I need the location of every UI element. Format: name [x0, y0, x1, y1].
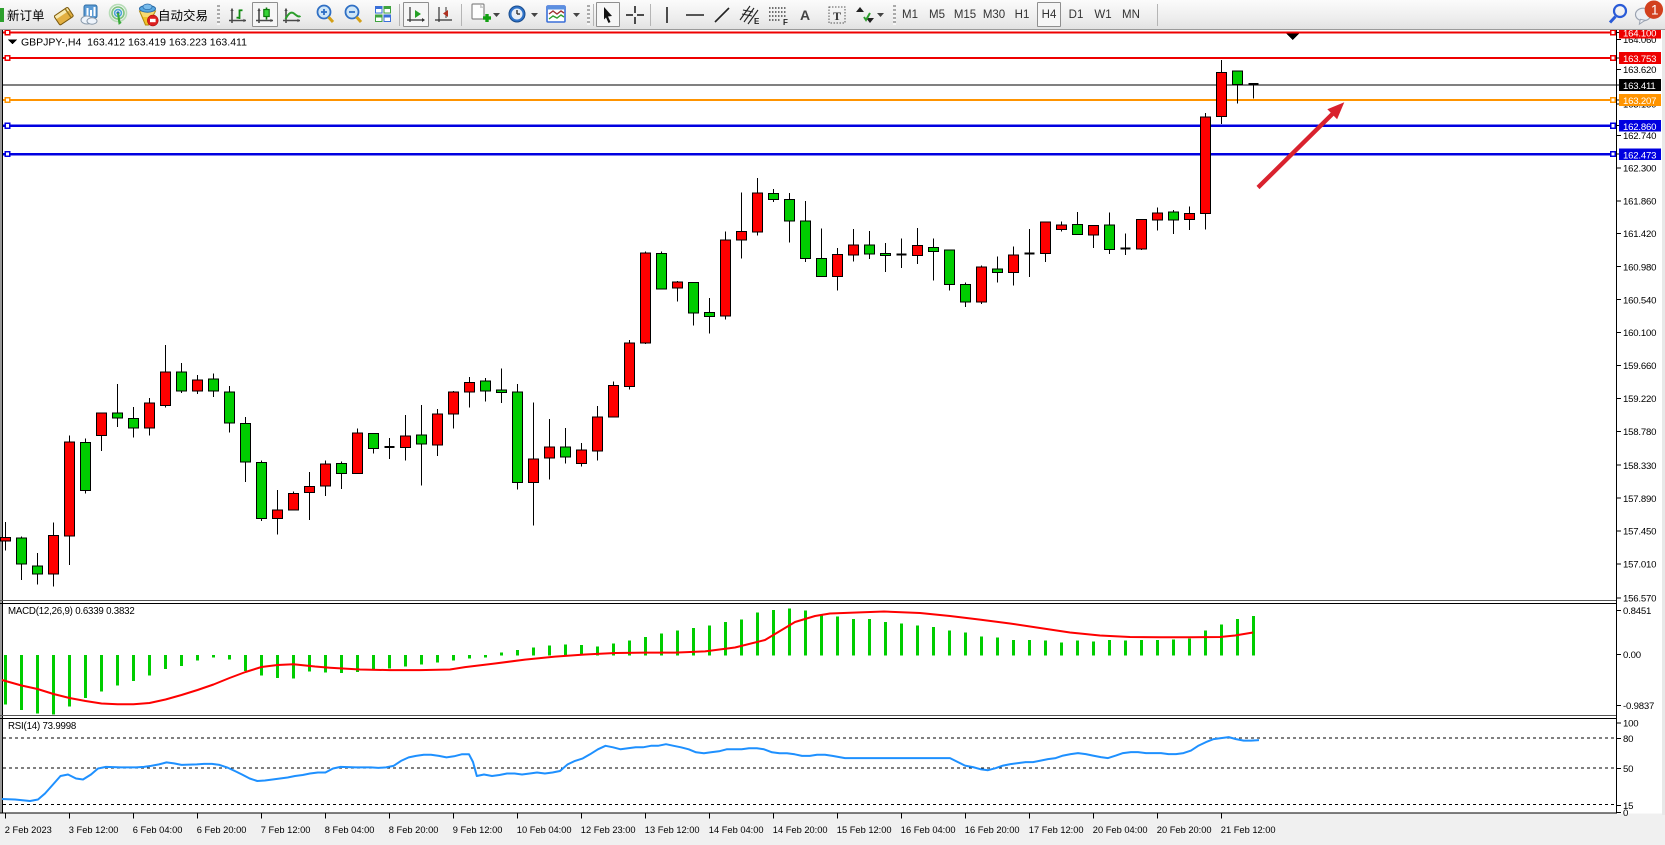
svg-text:15: 15	[1623, 801, 1633, 812]
svg-text:8 Feb 04:00: 8 Feb 04:00	[325, 825, 375, 835]
svg-text:T: T	[833, 9, 841, 23]
svg-text:12 Feb 23:00: 12 Feb 23:00	[581, 825, 636, 835]
svg-text:MACD(12,26,9) 0.6339 0.3832: MACD(12,26,9) 0.6339 0.3832	[8, 606, 135, 617]
svg-text:50: 50	[1623, 764, 1633, 775]
svg-text:6 Feb 20:00: 6 Feb 20:00	[197, 825, 247, 835]
svg-text:16 Feb 04:00: 16 Feb 04:00	[901, 825, 956, 835]
svg-text:163.620: 163.620	[1623, 65, 1656, 76]
svg-text:160.540: 160.540	[1623, 295, 1656, 306]
svg-text:21 Feb 12:00: 21 Feb 12:00	[1221, 825, 1276, 835]
svg-text:8 Feb 20:00: 8 Feb 20:00	[389, 825, 439, 835]
svg-text:17 Feb 12:00: 17 Feb 12:00	[1029, 825, 1084, 835]
svg-text:20 Feb 04:00: 20 Feb 04:00	[1093, 825, 1148, 835]
svg-text:9 Feb 12:00: 9 Feb 12:00	[453, 825, 503, 835]
svg-text:6 Feb 04:00: 6 Feb 04:00	[133, 825, 183, 835]
svg-text:F: F	[783, 18, 788, 26]
svg-text:2 Feb 2023: 2 Feb 2023	[5, 825, 52, 835]
svg-text:3 Feb 12:00: 3 Feb 12:00	[69, 825, 119, 835]
svg-text:-0.9837: -0.9837	[1623, 701, 1654, 712]
svg-text:20 Feb 20:00: 20 Feb 20:00	[1157, 825, 1212, 835]
svg-text:162.473: 162.473	[1623, 150, 1656, 161]
svg-text:161.860: 161.860	[1623, 196, 1656, 207]
svg-text:80: 80	[1623, 734, 1633, 745]
svg-text:GBPJPY-,H4 163.412 163.419 16: GBPJPY-,H4 163.412 163.419 163.223 163.4…	[21, 37, 247, 49]
svg-text:162.300: 162.300	[1623, 164, 1656, 175]
svg-text:157.890: 157.890	[1623, 494, 1656, 505]
svg-text:14 Feb 20:00: 14 Feb 20:00	[773, 825, 828, 835]
svg-text:14 Feb 04:00: 14 Feb 04:00	[709, 825, 764, 835]
svg-text:100: 100	[1623, 718, 1638, 729]
svg-text:163.411: 163.411	[1623, 81, 1656, 92]
svg-text:0: 0	[1623, 808, 1628, 819]
svg-text:E: E	[754, 17, 760, 26]
svg-text:160.980: 160.980	[1623, 262, 1656, 273]
svg-text:162.860: 162.860	[1623, 122, 1656, 133]
svg-text:162.740: 162.740	[1623, 131, 1656, 142]
svg-text:159.220: 159.220	[1623, 394, 1656, 405]
svg-text:16 Feb 20:00: 16 Feb 20:00	[965, 825, 1020, 835]
svg-text:15 Feb 12:00: 15 Feb 12:00	[837, 825, 892, 835]
svg-text:158.330: 158.330	[1623, 461, 1656, 472]
svg-text:0.8451: 0.8451	[1623, 606, 1651, 617]
svg-text:13 Feb 12:00: 13 Feb 12:00	[645, 825, 700, 835]
svg-text:10 Feb 04:00: 10 Feb 04:00	[517, 825, 572, 835]
svg-text:157.450: 157.450	[1623, 527, 1656, 538]
svg-text:164.060: 164.060	[1623, 35, 1656, 46]
svg-text:1: 1	[1651, 3, 1659, 18]
svg-text:158.780: 158.780	[1623, 427, 1656, 438]
svg-text:164.100: 164.100	[1623, 30, 1656, 40]
svg-text:163.753: 163.753	[1623, 54, 1656, 65]
svg-text:159.660: 159.660	[1623, 361, 1656, 372]
svg-text:160.100: 160.100	[1623, 328, 1656, 339]
svg-text:0.00: 0.00	[1623, 650, 1641, 661]
svg-text:RSI(14) 73.9998: RSI(14) 73.9998	[8, 721, 76, 732]
svg-text:156.570: 156.570	[1623, 594, 1656, 605]
svg-text:7 Feb 12:00: 7 Feb 12:00	[261, 825, 311, 835]
svg-text:163.207: 163.207	[1623, 96, 1656, 107]
svg-text:161.420: 161.420	[1623, 229, 1656, 240]
svg-text:157.010: 157.010	[1623, 560, 1656, 571]
